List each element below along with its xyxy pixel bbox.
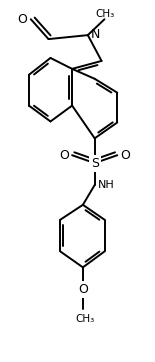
- Text: CH₃: CH₃: [75, 314, 95, 324]
- Text: O: O: [78, 283, 88, 296]
- Text: O: O: [59, 149, 69, 162]
- Text: S: S: [91, 157, 99, 170]
- Text: CH₃: CH₃: [95, 9, 114, 19]
- Text: N: N: [91, 28, 100, 41]
- Text: NH: NH: [98, 180, 114, 190]
- Text: O: O: [17, 13, 27, 26]
- Text: O: O: [120, 149, 130, 162]
